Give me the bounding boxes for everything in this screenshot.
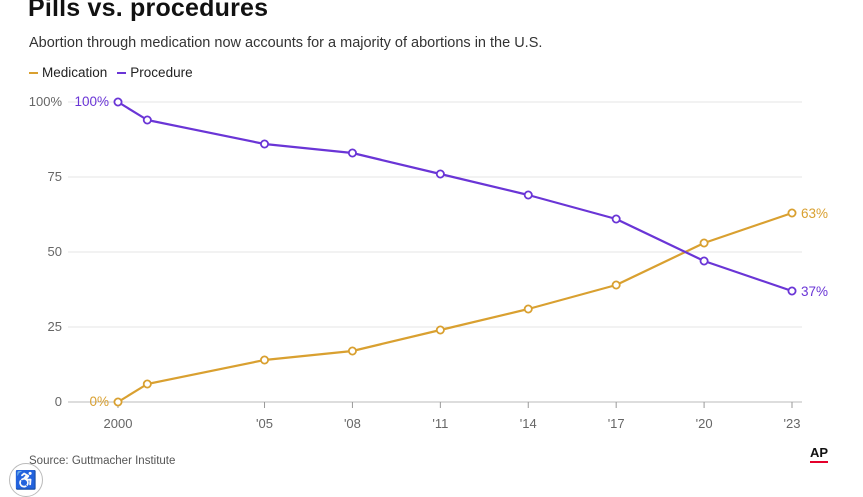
accessibility-button[interactable]: ♿ [9,463,43,497]
legend-item-procedure: Procedure [117,65,193,80]
legend-swatch-medication [29,71,38,74]
legend-swatch-procedure [117,71,127,74]
data-point [347,346,357,356]
data-point [142,379,152,389]
x-tick-label: '17 [608,416,625,431]
x-tick-label: '20 [696,416,713,431]
data-point [611,280,621,290]
y-tick-label: 75 [48,169,62,184]
data-point [523,304,533,314]
accessibility-icon: ♿ [14,469,38,490]
legend-label-medication: Medication [42,65,108,80]
data-point [260,139,270,149]
data-point [611,214,621,224]
x-tick-label: '14 [520,416,537,431]
x-tick-label: '05 [256,416,273,431]
data-point [113,97,123,107]
chart-title: Pills vs. procedures [28,0,269,22]
data-point [699,238,709,248]
legend-item-medication: Medication [29,65,107,80]
chart-legend: Medication Procedure [29,65,203,80]
chart-subtitle: Abortion through medication now accounts… [29,35,543,51]
data-point [699,256,709,266]
source-note: Source: Guttmacher Institute [29,455,176,467]
y-tick-label: 0 [55,394,62,409]
series-line-medication [117,211,793,403]
start-value-label: 100% [74,94,109,109]
y-tick-label: 100% [29,94,63,109]
end-value-label: 37% [801,284,828,299]
y-tick-label: 50 [48,244,62,259]
ap-logo: AP [810,446,829,463]
data-point [435,325,445,335]
data-point [523,190,533,200]
legend-label-procedure: Procedure [130,65,193,80]
start-value-label: 0% [89,394,109,409]
x-tick-label: 2000 [104,416,133,431]
data-point [142,115,152,125]
data-point [113,397,123,407]
data-point [347,148,357,158]
data-point [787,286,797,296]
data-point [435,169,445,179]
end-value-label: 63% [801,206,828,221]
series-line-procedure [117,101,793,293]
data-point [787,208,797,218]
x-tick-label: '23 [784,416,801,431]
y-tick-label: 25 [48,319,62,334]
data-point [260,355,270,365]
x-tick-label: '11 [432,416,448,431]
x-tick-label: '08 [344,416,361,431]
